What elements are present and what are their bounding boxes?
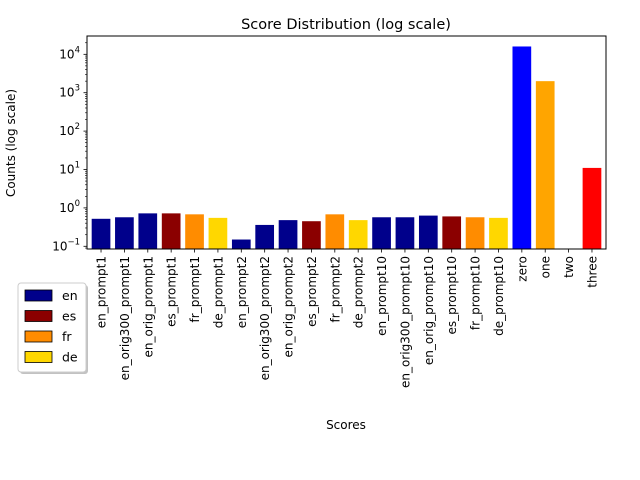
legend-label-es: es (62, 309, 76, 324)
x-tick-label: en_prompt1 (95, 256, 109, 328)
x-tick-label: es_prompt2 (305, 256, 319, 327)
x-axis: en_prompt1 en_orig300_prompt1 en_orig_prom… (95, 249, 599, 388)
x-tick-label: fr_prompt1 (188, 256, 202, 322)
bar-en_prompt10 (372, 217, 391, 249)
x-tick-label: de_prompt1 (211, 256, 225, 328)
legend-label-fr: fr (62, 329, 72, 344)
bars-group (91, 46, 602, 250)
legend: en es fr de (17, 282, 88, 374)
bar-de_prompt1 (208, 217, 228, 249)
bar-en_prompt2 (231, 239, 251, 249)
bar-es_prompt1 (161, 213, 181, 249)
bar-fr_prompt10 (465, 217, 485, 249)
bar-one (535, 81, 555, 249)
bar-es_prompt10 (442, 216, 462, 249)
chart-title: Score Distribution (log scale) (241, 17, 451, 33)
x-axis-label: Scores (326, 418, 366, 432)
bar-en_orig_prompt10 (418, 215, 438, 249)
y-tick-label: 102 (59, 122, 80, 138)
legend-swatch-fr (24, 330, 53, 343)
y-axis: 10−1 100 101 102 103 104 (52, 42, 87, 253)
y-tick-label: 103 (59, 84, 80, 100)
legend-swatch-en (24, 289, 53, 302)
bar-de_prompt10 (489, 217, 508, 249)
bar-de_prompt2 (348, 220, 368, 249)
bar-en_orig_prompt2 (278, 220, 298, 249)
bar-es_prompt2 (302, 221, 321, 249)
x-tick-label: en_orig_prompt1 (141, 256, 155, 358)
bar-en_prompt1 (91, 218, 111, 249)
bar-three (582, 167, 602, 249)
x-tick-label: en_orig_prompt2 (282, 256, 296, 358)
legend-label-en: en (62, 288, 78, 303)
bar-en_orig300_prompt2 (255, 224, 275, 249)
x-tick-label: en_orig300_prompt1 (118, 256, 132, 380)
x-tick-label: two (562, 256, 576, 278)
y-tick-label: 104 (59, 45, 80, 61)
plot-frame (86, 35, 607, 250)
y-tick-label: 100 (59, 199, 80, 215)
x-tick-label: en_prompt2 (235, 256, 249, 328)
legend-box (17, 282, 87, 373)
x-tick-label: en_orig300_prompt2 (258, 256, 272, 380)
bar-zero (512, 46, 532, 250)
y-axis-label: Counts (log scale) (4, 89, 18, 197)
bar-fr_prompt1 (185, 214, 204, 249)
bar-en_orig_prompt1 (138, 213, 158, 249)
legend-label-de: de (62, 350, 78, 365)
x-tick-label: three (585, 256, 599, 288)
bar-en_orig300_prompt1 (115, 217, 134, 249)
x-tick-label: en_orig_prompt10 (422, 256, 436, 365)
x-tick-label: de_prompt10 (492, 256, 506, 336)
x-tick-label: es_prompt10 (445, 256, 459, 335)
bar-fr_prompt2 (325, 214, 345, 249)
bar-en_orig300_prompt10 (395, 217, 415, 249)
x-tick-label: en_orig300_prompt10 (398, 256, 412, 388)
legend-swatch-de (24, 351, 53, 363)
legend-swatch-es (24, 310, 53, 322)
x-tick-label: fr_prompt2 (328, 256, 342, 322)
x-tick-label: one (539, 256, 553, 278)
x-tick-label: en_prompt10 (375, 256, 389, 336)
y-tick-label: 10−1 (52, 237, 80, 253)
y-tick-label: 101 (59, 161, 80, 177)
x-tick-label: de_prompt2 (352, 256, 366, 328)
x-tick-label: fr_prompt10 (469, 256, 483, 330)
x-tick-label: es_prompt1 (165, 256, 179, 327)
x-tick-label: zero (515, 256, 529, 282)
